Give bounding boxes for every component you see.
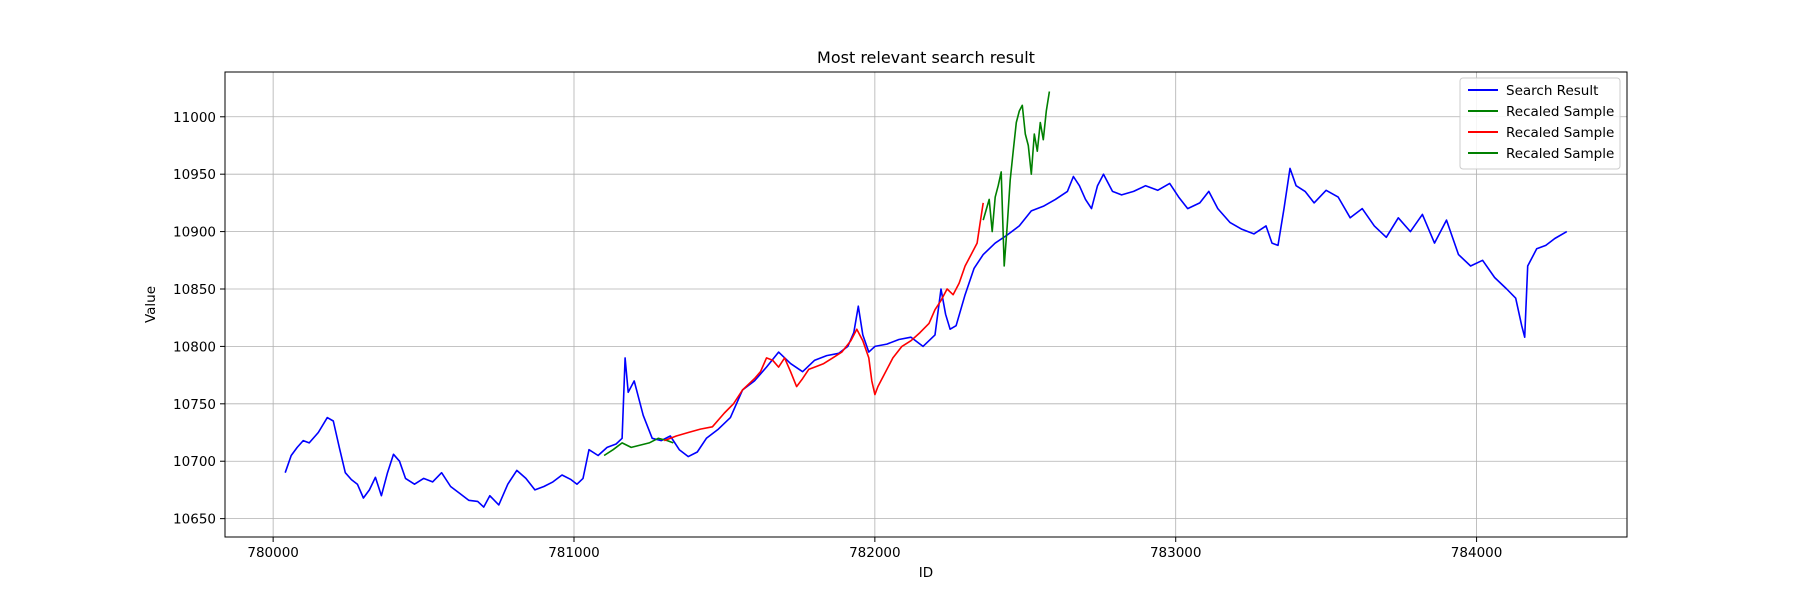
y-tick-label: 10650 — [173, 512, 216, 528]
ticks: 780000 781000 782000 783000 784000 10650 10700… — [173, 110, 1502, 561]
legend-label-1: Recaled Sample — [1506, 104, 1614, 120]
y-tick-label: 11000 — [173, 110, 216, 126]
series-line-3 — [982, 91, 1051, 267]
series-layer — [284, 91, 1568, 508]
legend-box — [1459, 77, 1621, 170]
x-tick-label: 783000 — [1150, 545, 1202, 561]
plot-frame — [224, 71, 1628, 538]
grid — [225, 72, 1627, 537]
y-tick-label: 10850 — [173, 282, 216, 298]
x-tick-label: 782000 — [849, 545, 901, 561]
x-tick-label: 784000 — [1451, 545, 1503, 561]
y-tick-label: 10800 — [173, 339, 216, 355]
series-line-2 — [664, 202, 984, 442]
y-tick-label: 10700 — [173, 454, 216, 470]
y-axis-title: Value — [143, 286, 159, 323]
chart-title: Most relevant search result — [817, 48, 1035, 67]
legend-label-3: Recaled Sample — [1506, 146, 1614, 162]
legend-label-2: Recaled Sample — [1506, 125, 1614, 141]
series-line-0 — [284, 167, 1568, 508]
y-tick-label: 10900 — [173, 225, 216, 241]
x-axis-title: ID — [919, 565, 933, 581]
x-tick-label: 780000 — [247, 545, 299, 561]
x-tick-label: 781000 — [548, 545, 600, 561]
y-tick-label: 10750 — [173, 397, 216, 413]
legend: Search Result Recaled Sample Recaled Sampl… — [1459, 77, 1621, 170]
legend-label-0: Search Result — [1506, 83, 1598, 99]
y-tick-label: 10950 — [173, 167, 216, 183]
